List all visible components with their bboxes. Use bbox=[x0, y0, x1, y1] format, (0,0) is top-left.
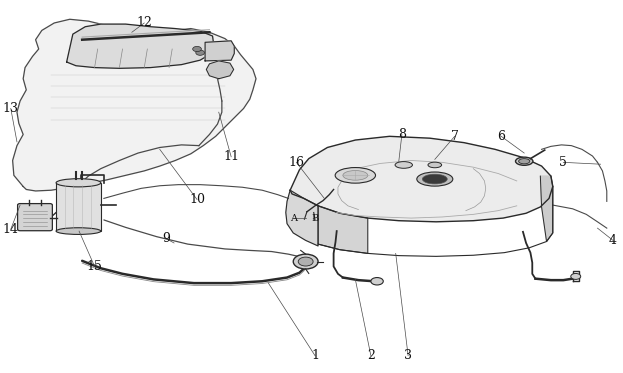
Text: 2: 2 bbox=[367, 349, 375, 362]
Text: 4: 4 bbox=[609, 234, 617, 247]
Text: A: A bbox=[290, 214, 297, 223]
Text: 16: 16 bbox=[288, 156, 305, 169]
Text: 1: 1 bbox=[311, 349, 319, 362]
Polygon shape bbox=[540, 176, 553, 241]
Text: 11: 11 bbox=[223, 150, 239, 163]
Text: 5: 5 bbox=[559, 156, 568, 169]
Ellipse shape bbox=[417, 172, 453, 186]
Text: 6: 6 bbox=[497, 130, 505, 143]
Ellipse shape bbox=[395, 162, 412, 168]
Text: 15: 15 bbox=[87, 260, 103, 273]
Polygon shape bbox=[67, 24, 214, 68]
Text: 12: 12 bbox=[136, 16, 152, 29]
Polygon shape bbox=[12, 19, 256, 191]
Polygon shape bbox=[206, 61, 234, 79]
Ellipse shape bbox=[422, 174, 447, 184]
Ellipse shape bbox=[343, 170, 368, 180]
Ellipse shape bbox=[518, 159, 530, 164]
Text: 13: 13 bbox=[2, 102, 19, 115]
FancyBboxPatch shape bbox=[17, 204, 52, 231]
Circle shape bbox=[371, 278, 383, 285]
Ellipse shape bbox=[515, 157, 533, 165]
Circle shape bbox=[298, 257, 313, 266]
Text: 9: 9 bbox=[162, 232, 170, 245]
Polygon shape bbox=[318, 206, 368, 253]
Text: 10: 10 bbox=[189, 193, 205, 206]
Ellipse shape bbox=[428, 162, 442, 168]
Circle shape bbox=[293, 254, 318, 269]
Ellipse shape bbox=[56, 228, 101, 235]
Polygon shape bbox=[286, 190, 318, 246]
Text: 7: 7 bbox=[450, 130, 459, 143]
Polygon shape bbox=[205, 41, 234, 61]
Circle shape bbox=[196, 50, 204, 55]
FancyBboxPatch shape bbox=[56, 183, 101, 231]
Polygon shape bbox=[290, 137, 553, 222]
Circle shape bbox=[193, 46, 201, 51]
Ellipse shape bbox=[56, 179, 101, 187]
Circle shape bbox=[571, 273, 581, 279]
Text: 8: 8 bbox=[398, 128, 406, 141]
Ellipse shape bbox=[335, 167, 376, 183]
Text: 14: 14 bbox=[2, 223, 19, 236]
Text: B: B bbox=[312, 214, 318, 223]
Text: 3: 3 bbox=[404, 349, 412, 362]
